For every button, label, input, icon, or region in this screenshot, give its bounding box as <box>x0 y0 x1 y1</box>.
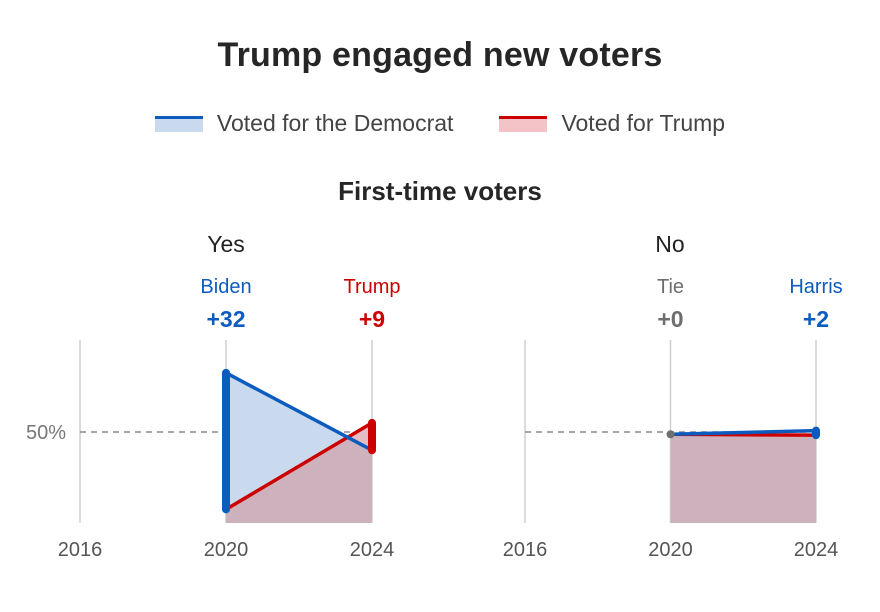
democrat-lead-area <box>226 372 348 510</box>
legend-label-democrat: Voted for the Democrat <box>216 110 454 136</box>
x-tick-2024: 2024 <box>350 539 395 561</box>
annotation-value-2024: +9 <box>359 306 385 332</box>
legend-item-trump: Voted for Trump <box>499 110 725 137</box>
y-tick-50: 50% <box>26 422 66 444</box>
trump-area <box>670 434 816 523</box>
annotation-value-2020: +32 <box>206 306 245 332</box>
panel-yes <box>79 340 376 523</box>
trump-area <box>226 422 372 523</box>
annotation-label-tie: Tie <box>657 276 684 298</box>
annotation-label-trump: Trump <box>343 276 400 298</box>
panel-title-yes: Yes <box>207 231 245 257</box>
legend: Voted for the Democrat Voted for Trump <box>0 110 880 137</box>
chart-subtitle: First-time voters <box>338 176 542 206</box>
chart-title: Trump engaged new voters <box>217 36 663 74</box>
annotation-value-2020: +0 <box>657 306 683 332</box>
legend-label-trump: Voted for Trump <box>561 110 726 136</box>
democrat-line <box>224 371 374 452</box>
panel-no <box>524 340 820 523</box>
legend-swatch-democrat <box>154 115 203 132</box>
x-tick-2020: 2020 <box>648 539 693 561</box>
legend-item-democrat: Voted for the Democrat <box>154 110 454 137</box>
panel-title-no: No <box>655 231 684 257</box>
annotation-value-2024: +2 <box>803 306 829 332</box>
x-tick-2016: 2016 <box>503 539 548 561</box>
legend-swatch-trump <box>499 115 548 132</box>
democrat-line <box>668 428 818 437</box>
margin-dot-2020 <box>666 430 675 439</box>
x-tick-2020: 2020 <box>204 539 249 561</box>
annotation-label-biden: Biden <box>200 276 251 298</box>
trump-lead-area <box>347 422 372 451</box>
x-tick-2024: 2024 <box>794 539 839 561</box>
x-tick-2016: 2016 <box>58 539 103 561</box>
annotation-label-harris: Harris <box>789 276 842 298</box>
